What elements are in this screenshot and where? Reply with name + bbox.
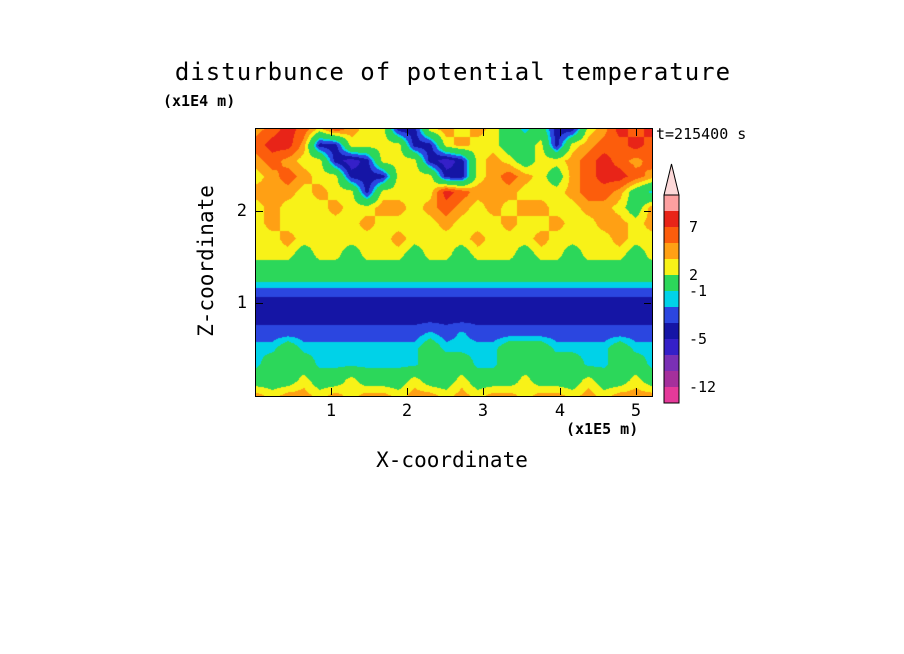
y-axis-title-text: Z-coordinate bbox=[194, 185, 218, 337]
y-tick-label: 1 bbox=[236, 293, 247, 313]
axis-tick bbox=[331, 129, 332, 136]
x-tick-label: 1 bbox=[325, 401, 337, 421]
x-tick-label: 5 bbox=[630, 401, 642, 421]
y-axis-title: Z-coordinate bbox=[192, 146, 220, 376]
colorbar-segment bbox=[664, 371, 679, 387]
colorbar-segment bbox=[664, 339, 679, 355]
axis-tick bbox=[560, 129, 561, 136]
colorbar-level-label: 7 bbox=[689, 218, 699, 236]
colorbar-segment bbox=[664, 307, 679, 323]
colorbar-segment bbox=[664, 227, 679, 243]
timestamp-label: t=215400 s bbox=[656, 125, 747, 143]
axis-tick bbox=[636, 388, 637, 395]
x-tick-label: 3 bbox=[477, 401, 489, 421]
x-tick-label: 4 bbox=[554, 401, 566, 421]
colorbar-segment bbox=[664, 323, 679, 339]
axis-tick bbox=[644, 211, 651, 212]
axis-tick bbox=[560, 388, 561, 395]
colorbar-level-label: -1 bbox=[689, 282, 708, 300]
colorbar-segment bbox=[664, 211, 679, 227]
axis-tick bbox=[331, 388, 332, 395]
colorbar-segment bbox=[664, 275, 679, 291]
colorbar bbox=[663, 163, 680, 404]
colorbar-segment bbox=[664, 291, 679, 307]
colorbar-level-label: -12 bbox=[689, 378, 717, 396]
colorbar-segment bbox=[664, 195, 679, 211]
colorbar-tip bbox=[663, 163, 680, 196]
x-axis-unit-label: (x1E5 m) bbox=[566, 420, 639, 438]
colorbar-outline bbox=[663, 194, 680, 404]
axis-tick bbox=[483, 388, 484, 395]
axis-tick bbox=[407, 388, 408, 395]
x-tick-label: 2 bbox=[401, 401, 413, 421]
colorbar-segment bbox=[664, 259, 679, 275]
axis-tick bbox=[407, 129, 408, 136]
colorbar-segment bbox=[664, 243, 679, 259]
colorbar-segment bbox=[664, 355, 679, 371]
plot-title: disturbunce of potential temperature bbox=[174, 58, 732, 86]
colorbar-segment bbox=[664, 387, 679, 403]
axis-tick bbox=[644, 303, 651, 304]
colorbar-level-label: -5 bbox=[689, 330, 708, 348]
axis-tick bbox=[483, 129, 484, 136]
heatmap-canvas bbox=[256, 129, 652, 396]
y-tick-label: 2 bbox=[236, 201, 247, 221]
axis-tick bbox=[636, 129, 637, 136]
y-axis-unit-label: (x1E4 m) bbox=[163, 92, 236, 110]
plot-area bbox=[255, 128, 653, 397]
colorbar-level-label: 2 bbox=[689, 266, 699, 284]
axis-tick bbox=[256, 303, 263, 304]
x-axis-title: X-coordinate bbox=[376, 448, 528, 472]
axis-tick bbox=[256, 211, 263, 212]
